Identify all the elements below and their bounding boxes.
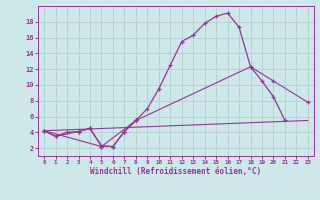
X-axis label: Windchill (Refroidissement éolien,°C): Windchill (Refroidissement éolien,°C) [91,167,261,176]
